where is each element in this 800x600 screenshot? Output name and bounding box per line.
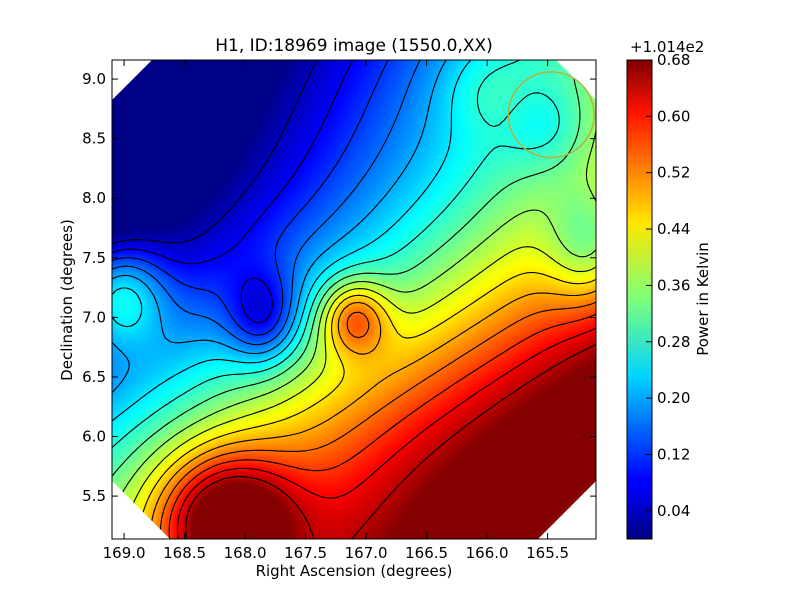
x-tick-label: 166.5 — [405, 544, 448, 562]
contour-line — [122, 246, 596, 539]
contour-line — [112, 60, 447, 393]
contour-lines — [112, 60, 596, 539]
y-tick-label: 9.0 — [82, 70, 106, 88]
colorbar-frame — [626, 59, 653, 540]
chart-title: H1, ID:18969 image (1550.0,XX) — [215, 36, 493, 56]
colorbar-label: Power in Kelvin — [694, 242, 712, 356]
colorbar-tick-label: 0.12 — [657, 445, 690, 463]
colorbar-tick-label: 0.60 — [657, 107, 690, 125]
colorbar-tick-label: 0.52 — [657, 164, 690, 182]
y-axis: 5.5 6.0 6.5 7.0 7.5 8.0 8.5 9.0 — [82, 70, 596, 505]
y-tick-label: 8.0 — [82, 189, 106, 207]
contour-line — [112, 60, 472, 422]
colorbar-tick-label: 0.04 — [657, 502, 690, 520]
colorbar-gradient — [627, 60, 652, 539]
y-tick-label: 7.5 — [82, 249, 106, 267]
colorbar-tick-label: 0.36 — [657, 276, 690, 294]
contour-line — [168, 313, 596, 539]
x-axis: 169.0 168.5 168.0 167.5 167.0 166.5 166.0 165.5 — [103, 60, 569, 562]
x-tick-label: 167.5 — [284, 544, 327, 562]
colorbar-tick-label: 0.28 — [657, 333, 690, 351]
x-tick-label: 169.0 — [103, 544, 146, 562]
y-tick-label: 7.0 — [82, 308, 106, 326]
contour-line — [112, 60, 354, 324]
colorbar-offset-label: +1.014e2 — [630, 38, 704, 56]
plot-area — [112, 60, 596, 539]
contour-line — [185, 343, 596, 539]
beam-circle — [507, 71, 595, 159]
x-tick-label: 165.5 — [526, 544, 569, 562]
plot-frame — [111, 59, 597, 540]
y-tick-label: 8.5 — [82, 130, 106, 148]
x-tick-label: 167.0 — [345, 544, 388, 562]
contour-line — [112, 60, 421, 346]
colorbar-tick-label: 0.68 — [657, 51, 690, 69]
y-tick-label: 6.5 — [82, 368, 106, 386]
x-tick-label: 166.0 — [466, 544, 509, 562]
y-axis-label: Declination (degrees) — [58, 219, 76, 381]
x-axis-label: Right Ascension (degrees) — [256, 562, 453, 580]
y-tick-label: 6.0 — [82, 428, 106, 446]
contour-line — [112, 60, 318, 245]
x-tick-label: 168.0 — [224, 544, 267, 562]
contour-line — [149, 290, 596, 539]
x-tick-label: 168.5 — [163, 544, 206, 562]
contour-line — [159, 301, 596, 539]
contour-line — [112, 60, 389, 336]
colorbar-tick-label: 0.44 — [657, 220, 690, 238]
contour-line — [137, 271, 596, 539]
y-tick-label: 5.5 — [82, 487, 106, 505]
colorbar-tick-label: 0.20 — [657, 389, 690, 407]
heatmap-image — [112, 60, 596, 539]
colorbar-ticks: 0.04 0.12 0.20 0.28 0.36 0.44 0.52 0.60 0.68 — [646, 51, 690, 520]
colorbar: 0.04 0.12 0.20 0.28 0.36 0.44 0.52 0.60 0.68 +1.… — [626, 38, 712, 540]
